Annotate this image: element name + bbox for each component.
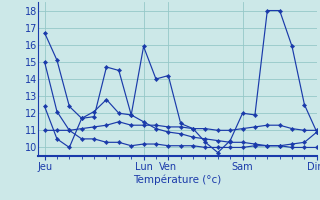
X-axis label: Température (°c): Température (°c) (133, 174, 222, 185)
